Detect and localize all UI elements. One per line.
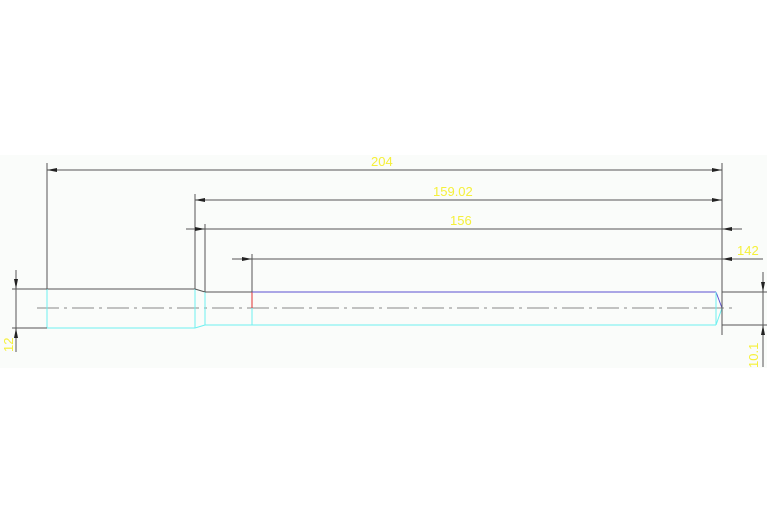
drawing-area-background xyxy=(0,155,767,368)
shaft-outline xyxy=(46,288,723,329)
dimension-204-text: 204 xyxy=(371,154,393,169)
dimension-142-text: 142 xyxy=(737,243,759,258)
dimension-10-1-text: 10.1 xyxy=(746,343,761,368)
dimension-12-text: 12 xyxy=(1,338,16,352)
dimension-159-02-text: 159.02 xyxy=(433,184,473,199)
dimension-156-text: 156 xyxy=(450,213,472,228)
